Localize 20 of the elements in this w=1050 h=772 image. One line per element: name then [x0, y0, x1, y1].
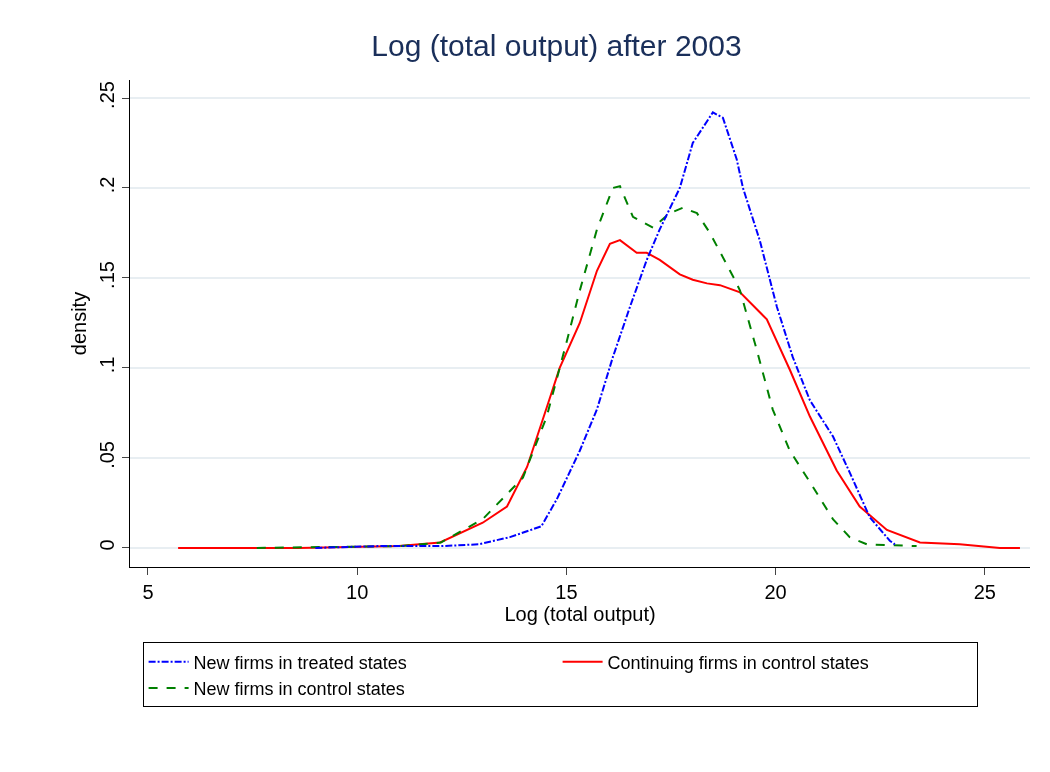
line-series [177, 239, 1021, 549]
line-series [314, 111, 896, 549]
legend-label: New firms in control states [193, 679, 405, 700]
x-axis-title: Log (total output) [504, 603, 656, 625]
legend-label: New firms in treated states [193, 652, 407, 673]
y-tick-label: .05 [96, 441, 118, 469]
chart-title: Log (total output) after 2003 [371, 28, 742, 62]
legend-label: Continuing firms in control states [607, 652, 869, 673]
y-tick-label: .2 [96, 176, 118, 194]
x-tick-label: 15 [555, 581, 578, 603]
y-tick-label: .15 [96, 261, 118, 289]
x-tick-label: 20 [764, 581, 787, 603]
y-tick-label: 0 [96, 539, 118, 551]
x-tick-label: 10 [346, 581, 369, 603]
x-tick-label: 25 [973, 581, 996, 603]
y-axis-title: density [67, 291, 90, 356]
y-tick-label: .25 [96, 81, 118, 109]
line-series [255, 185, 918, 549]
y-tick-label: .1 [96, 356, 118, 374]
x-tick-label: 5 [142, 581, 154, 603]
